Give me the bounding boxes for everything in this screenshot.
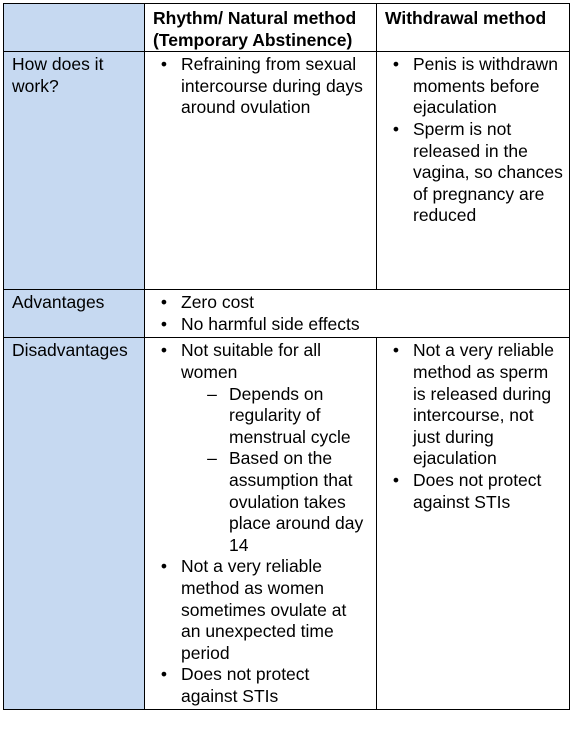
list-item: • Refraining from sexual intercourse duri… [161, 54, 370, 119]
row-disadvantages: Disadvantages • Not suitable for all wome… [3, 337, 570, 711]
bullet-icon: • [392, 118, 400, 139]
advantages-cell: • Zero cost • No harmful side effects [144, 289, 570, 339]
list-item: • Does not protect against STIs [161, 664, 370, 707]
advantages-list: • Zero cost • No harmful side effects [153, 292, 563, 335]
list-item: • Not suitable for all women – Depends on … [161, 340, 370, 557]
list-item: • Not a very reliable method as women som… [161, 556, 370, 664]
row-label-advantages: Advantages [3, 289, 145, 339]
how-rhythm-cell: • Refraining from sexual intercourse duri… [144, 51, 377, 291]
bullet-icon: • [160, 292, 168, 313]
disadvantages-withdrawal-cell: • Not a very reliable method as sperm is … [376, 337, 570, 711]
dash-icon: – [207, 383, 217, 404]
list-item: • Zero cost [161, 292, 563, 314]
disadvantages-rhythm-cell: • Not suitable for all women – Depends on … [144, 337, 377, 711]
disadvantages-withdrawal-list: • Not a very reliable method as sperm is … [385, 340, 563, 513]
row-advantages: Advantages • Zero cost • No harmful side e… [3, 289, 570, 339]
bullet-icon: • [160, 340, 168, 361]
bullet-icon: • [160, 556, 168, 577]
header-rhythm: Rhythm/ Natural method (Temporary Abstin… [144, 2, 377, 53]
bullet-icon: • [392, 54, 400, 75]
bullet-icon: • [160, 664, 168, 685]
sub-list-item: – Based on the assumption that ovulation … [207, 448, 370, 556]
list-item: • Sperm is not released in the vagina, so… [393, 119, 563, 227]
list-item: • Does not protect against STIs [393, 470, 563, 513]
list-item: • Penis is withdrawn moments before ejacu… [393, 54, 563, 119]
list-item: • No harmful side effects [161, 314, 563, 336]
how-rhythm-list: • Refraining from sexual intercourse duri… [153, 54, 370, 119]
header-withdrawal: Withdrawal method [376, 2, 570, 53]
row-label-how: How does it work? [3, 51, 145, 291]
sub-list-item: – Depends on regularity of menstrual cycl… [207, 384, 370, 449]
corner-cell [3, 2, 145, 53]
row-how: How does it work? • Refraining from sexua… [3, 51, 570, 291]
dash-icon: – [207, 448, 217, 469]
bullet-icon: • [392, 340, 400, 361]
comparison-table: Rhythm/ Natural method (Temporary Abstin… [3, 2, 570, 711]
bullet-icon: • [160, 54, 168, 75]
disadvantages-rhythm-list: • Not suitable for all women – Depends on … [153, 340, 370, 707]
how-withdrawal-list: • Penis is withdrawn moments before ejacu… [385, 54, 563, 227]
list-item: • Not a very reliable method as sperm is … [393, 340, 563, 470]
bullet-icon: • [160, 313, 168, 334]
row-label-disadvantages: Disadvantages [3, 337, 145, 711]
bullet-icon: • [392, 469, 400, 490]
header-row: Rhythm/ Natural method (Temporary Abstin… [3, 2, 570, 53]
how-withdrawal-cell: • Penis is withdrawn moments before ejacu… [376, 51, 570, 291]
sub-list: – Depends on regularity of menstrual cycl… [181, 384, 370, 557]
